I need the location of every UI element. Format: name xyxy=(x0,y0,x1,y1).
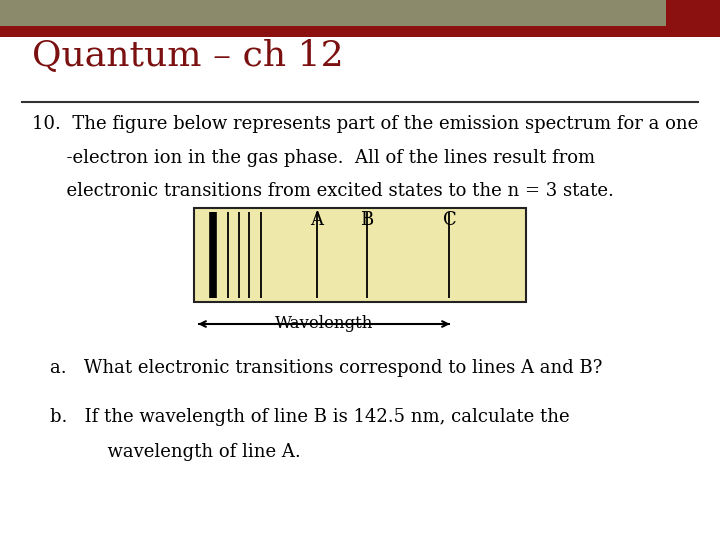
Text: C: C xyxy=(443,211,456,228)
Text: B: B xyxy=(360,211,373,228)
Text: wavelength of line A.: wavelength of line A. xyxy=(50,443,301,461)
Text: a.   What electronic transitions correspond to lines A and B?: a. What electronic transitions correspon… xyxy=(50,359,603,377)
Bar xyxy=(666,0,720,26)
Text: -electron ion in the gas phase.  All of the lines result from: -electron ion in the gas phase. All of t… xyxy=(32,148,595,166)
Bar xyxy=(194,208,526,302)
Bar xyxy=(0,0,666,26)
Text: electronic transitions from excited states to the n = 3 state.: electronic transitions from excited stat… xyxy=(32,182,614,200)
Text: Quantum – ch 12: Quantum – ch 12 xyxy=(32,39,344,73)
Text: 10.  The figure below represents part of the emission spectrum for a one: 10. The figure below represents part of … xyxy=(32,115,698,133)
Text: Wavelength: Wavelength xyxy=(275,315,373,333)
Bar xyxy=(0,26,720,37)
Text: A: A xyxy=(310,211,323,228)
Text: b.   If the wavelength of line B is 142.5 nm, calculate the: b. If the wavelength of line B is 142.5 … xyxy=(50,408,570,426)
